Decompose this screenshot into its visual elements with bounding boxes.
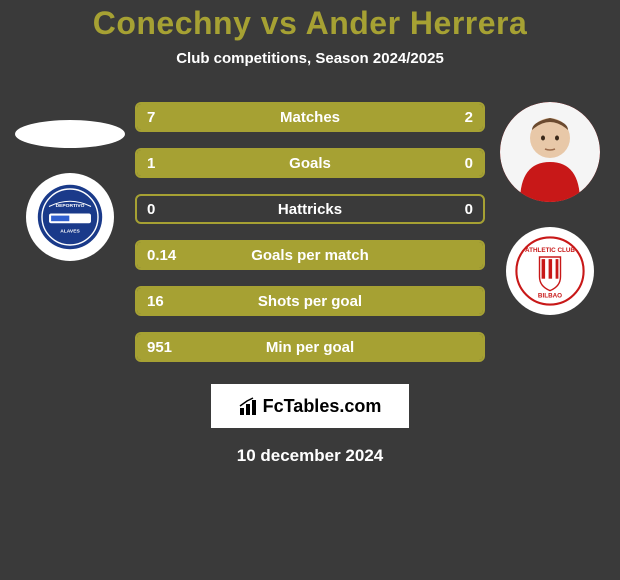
stat-value-left: 0.14 bbox=[147, 247, 176, 264]
player-left-avatar bbox=[15, 120, 125, 148]
svg-text:BILBAO: BILBAO bbox=[538, 293, 562, 300]
stat-row: 16 Shots per goal bbox=[135, 286, 485, 316]
stat-row: 7 Matches 2 bbox=[135, 102, 485, 132]
stat-row: 0.14 Goals per match bbox=[135, 240, 485, 270]
stat-label: Goals bbox=[289, 155, 331, 172]
branding-text: FcTables.com bbox=[263, 396, 382, 417]
stat-row: 951 Min per goal bbox=[135, 332, 485, 362]
stat-value-right: 0 bbox=[465, 155, 473, 172]
stat-fill-left bbox=[137, 104, 407, 130]
svg-text:ATHLETIC CLUB: ATHLETIC CLUB bbox=[525, 247, 575, 254]
player-right-avatar bbox=[500, 102, 600, 202]
stat-label: Hattricks bbox=[278, 201, 342, 218]
stat-value-left: 7 bbox=[147, 109, 155, 126]
stat-label: Goals per match bbox=[251, 247, 369, 264]
branding-box[interactable]: FcTables.com bbox=[211, 384, 409, 428]
stat-value-left: 16 bbox=[147, 293, 164, 310]
stat-value-left: 0 bbox=[147, 201, 155, 218]
right-avatars: ATHLETIC CLUB BILBAO bbox=[480, 102, 620, 315]
stat-row: 1 Goals 0 bbox=[135, 148, 485, 178]
comparison-content: DEPORTIVO ALAVES 7 Matches 2 1 Goals 0 0 Hattri… bbox=[0, 102, 620, 378]
stat-label: Shots per goal bbox=[258, 293, 362, 310]
left-avatars: DEPORTIVO ALAVES bbox=[0, 102, 140, 261]
stat-value-right: 0 bbox=[465, 201, 473, 218]
stat-value-left: 951 bbox=[147, 339, 172, 356]
page-title: Conechny vs Ander Herrera bbox=[0, 5, 620, 42]
footer-date: 10 december 2024 bbox=[0, 446, 620, 466]
subtitle: Club competitions, Season 2024/2025 bbox=[0, 50, 620, 67]
stat-row: 0 Hattricks 0 bbox=[135, 194, 485, 224]
stats-table: 7 Matches 2 1 Goals 0 0 Hattricks 0 0.14 Goals per… bbox=[135, 102, 485, 378]
svg-text:DEPORTIVO: DEPORTIVO bbox=[56, 203, 85, 209]
club-left-badge: DEPORTIVO ALAVES bbox=[26, 173, 114, 261]
stat-value-right: 2 bbox=[465, 109, 473, 126]
stat-label: Min per goal bbox=[266, 339, 354, 356]
stat-label: Matches bbox=[280, 109, 340, 126]
svg-text:ALAVES: ALAVES bbox=[60, 228, 80, 234]
club-right-badge: ATHLETIC CLUB BILBAO bbox=[506, 227, 594, 315]
stat-value-left: 1 bbox=[147, 155, 155, 172]
chart-icon bbox=[239, 396, 259, 416]
